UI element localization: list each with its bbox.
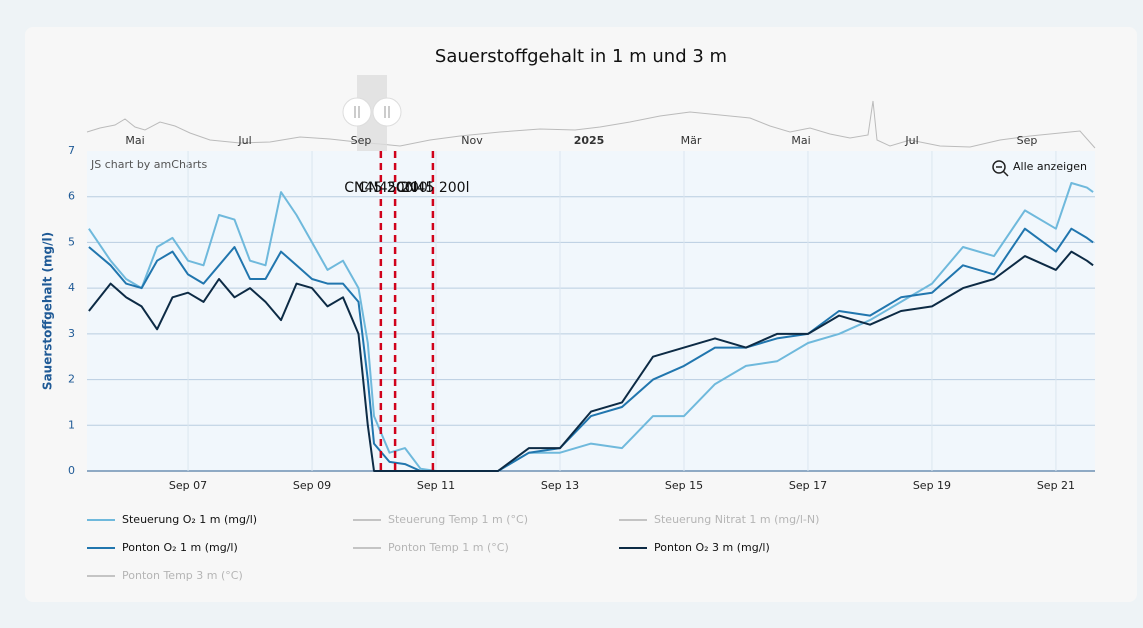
navigator-handle[interactable]: [372, 97, 402, 127]
navigator: [87, 75, 1095, 151]
y-tick-label: 2: [68, 373, 75, 386]
navigator-line: [86, 100, 1096, 149]
x-tick-label: Sep 21: [1037, 479, 1075, 492]
zoom-label[interactable]: Alle anzeigen: [1013, 160, 1087, 173]
y-tick-label: 3: [68, 327, 75, 340]
legend-item[interactable]: Steuerung Nitrat 1 m (mg/l-N): [619, 513, 819, 526]
x-tick-label: Sep 13: [541, 479, 579, 492]
legend-label[interactable]: Ponton Temp 1 m (°C): [388, 541, 509, 554]
legend-item[interactable]: Steuerung O₂ 1 m (mg/l): [87, 513, 257, 526]
legend-label[interactable]: Steuerung Nitrat 1 m (mg/l-N): [654, 513, 819, 526]
legend-item[interactable]: Ponton Temp 1 m (°C): [353, 541, 509, 554]
legend-item[interactable]: Ponton O₂ 1 m (mg/l): [87, 541, 238, 554]
axes: 0 1 2 3 4 5 6 7 Sep 07 Sep 09 Sep 11 Sep 13 Sep 15 Se…: [68, 144, 1095, 492]
x-tick-label: Sep 11: [417, 479, 455, 492]
legend-label[interactable]: Ponton O₂ 3 m (mg/l): [654, 541, 770, 554]
navigator-label: Jul: [237, 134, 251, 147]
credit: JS chart by amCharts: [90, 158, 207, 171]
navigator-label: Jul: [904, 134, 918, 147]
annotation-label: CN45 200l: [396, 180, 469, 196]
navigator-label: 2025: [574, 134, 605, 147]
y-tick-label: 0: [68, 464, 75, 477]
y-tick-label: 1: [68, 418, 75, 431]
annotation-label: CN45 200l: [359, 180, 432, 196]
annotation-label: CN45 200l: [344, 180, 417, 196]
chart-title: Sauerstoffgehalt in 1 m und 3 m: [435, 46, 727, 67]
y-tick-label: 5: [68, 235, 75, 248]
x-tick-label: Sep 19: [913, 479, 951, 492]
navigator-label: Sep: [1017, 134, 1038, 147]
navigator-handle[interactable]: [342, 97, 372, 127]
zoom-out-button[interactable]: Alle anzeigen: [992, 160, 1087, 177]
navigator-label: Nov: [461, 134, 483, 147]
legend-item[interactable]: Ponton O₂ 3 m (mg/l): [619, 541, 770, 554]
y-axis-title: Sauerstoffgehalt (mg/l): [41, 232, 55, 390]
legend-label[interactable]: Ponton Temp 3 m (°C): [122, 569, 243, 582]
y-tick-label: 6: [68, 190, 75, 203]
navigator-label: Mär: [681, 134, 702, 147]
legend-item[interactable]: Steuerung Temp 1 m (°C): [353, 513, 528, 526]
legend-item[interactable]: Ponton Temp 3 m (°C): [87, 569, 243, 582]
plot-area: [87, 151, 1095, 471]
x-tick-label: Sep 17: [789, 479, 827, 492]
legend-label[interactable]: Steuerung Temp 1 m (°C): [388, 513, 528, 526]
y-tick-label: 7: [68, 144, 75, 157]
y-tick-label: 4: [68, 281, 75, 294]
navigator-label: Mai: [791, 134, 810, 147]
x-tick-label: Sep 09: [293, 479, 331, 492]
navigator-label: Sep: [351, 134, 372, 147]
x-tick-label: Sep 07: [169, 479, 207, 492]
x-tick-label: Sep 15: [665, 479, 703, 492]
legend-label[interactable]: Steuerung O₂ 1 m (mg/l): [122, 513, 257, 526]
series-line: [88, 250, 1094, 472]
navigator-label: Mai: [125, 134, 144, 147]
legend-label[interactable]: Ponton O₂ 1 m (mg/l): [122, 541, 238, 554]
